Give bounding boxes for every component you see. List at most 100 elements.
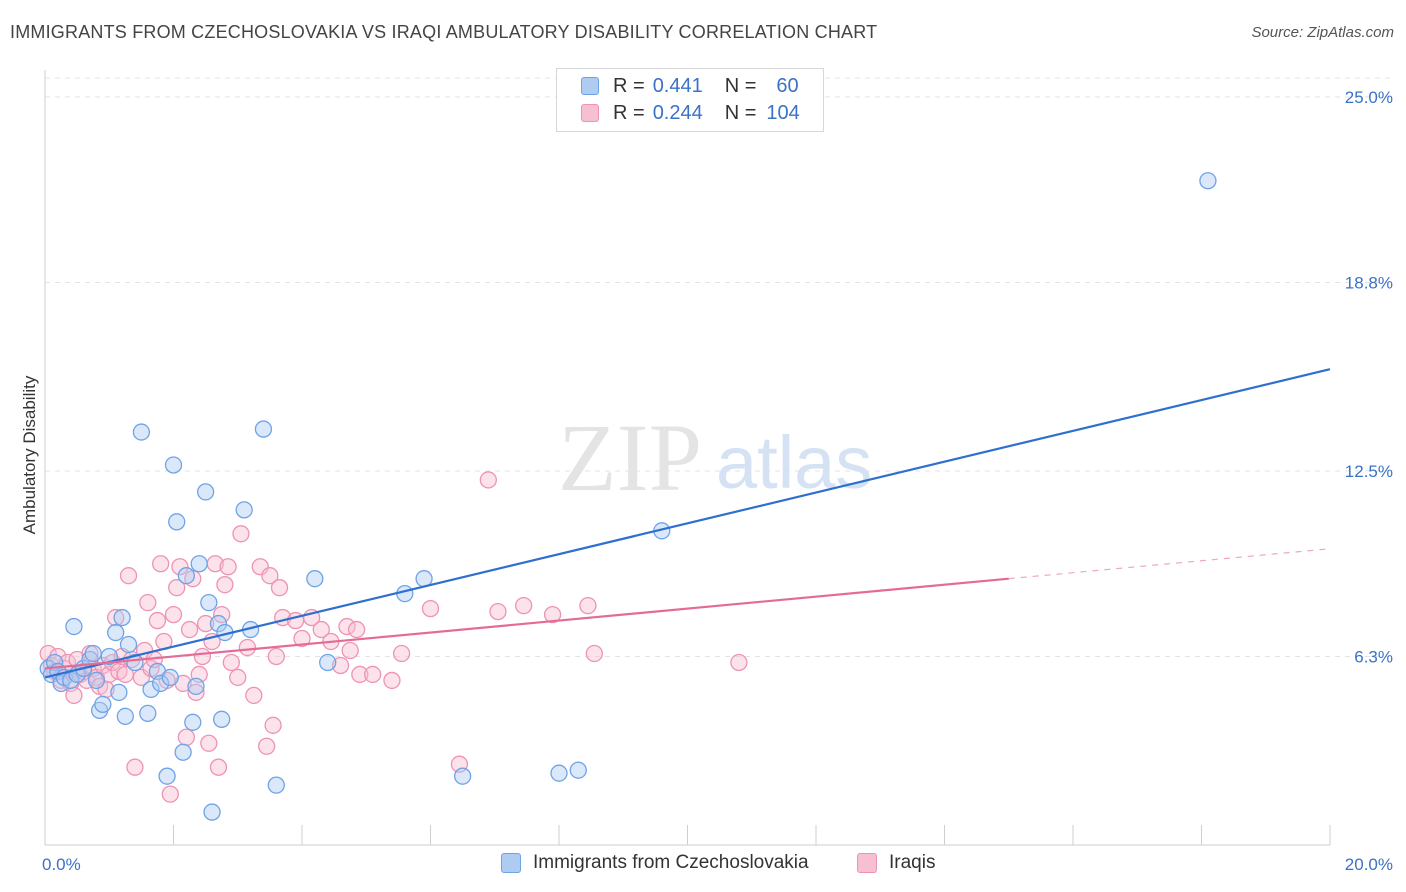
data-point (229, 668, 247, 687)
watermark-atlas: atlas (716, 421, 872, 504)
data-point (151, 674, 170, 693)
watermark-zip: ZIP (558, 404, 702, 511)
data-point (164, 456, 183, 474)
data-point (267, 776, 285, 794)
data-point (209, 758, 228, 776)
data-point (331, 656, 350, 675)
data-point (383, 671, 401, 690)
grid-lines (45, 77, 1395, 657)
data-point (216, 576, 234, 594)
y-tick-label: 18.8% (1345, 273, 1393, 292)
r-value: 0.244 (652, 101, 703, 124)
data-point (187, 683, 205, 702)
data-point (392, 644, 411, 663)
data-point (177, 567, 196, 585)
data-point (190, 555, 208, 573)
data-point (161, 785, 179, 803)
n-value: 104 (766, 101, 800, 124)
data-point (116, 707, 134, 725)
data-point (184, 713, 202, 731)
r-label: R = (613, 74, 645, 97)
data-point (119, 635, 138, 654)
data-point (142, 680, 160, 699)
data-point (579, 596, 597, 615)
data-point (126, 758, 144, 776)
data-point (267, 647, 285, 666)
data-point (132, 423, 151, 441)
tick-labels: 6.3% 12.5% 18.8% 25.0% 0.0% 20.0% (42, 88, 1393, 874)
watermark: ZIP atlas (558, 404, 872, 511)
legend-label: Iraqis (889, 852, 936, 873)
data-point (200, 593, 218, 612)
data-point (151, 555, 170, 573)
data-point (65, 686, 83, 705)
data-point (293, 629, 311, 648)
data-point (232, 525, 250, 543)
data-point (1199, 172, 1217, 190)
data-point (338, 617, 356, 636)
data-point (264, 716, 282, 734)
data-point (341, 641, 359, 660)
axes (44, 70, 1331, 846)
x-tick-label: 20.0% (1345, 855, 1393, 874)
series-legend: Immigrants from Czechoslovakia Iraqis (0, 852, 1406, 878)
data-point (139, 593, 157, 612)
data-point (238, 638, 257, 657)
iraqis-points (39, 471, 748, 803)
r-label: R = (613, 101, 645, 124)
pink-swatch-icon (581, 104, 599, 122)
n-label: N = (724, 74, 757, 97)
data-point (550, 764, 568, 782)
data-point (87, 671, 106, 690)
blue-swatch-icon (501, 853, 521, 873)
data-point (364, 665, 382, 684)
data-point (174, 743, 192, 761)
data-point (196, 614, 215, 633)
data-point (479, 471, 497, 489)
data-point (270, 579, 289, 597)
data-point (306, 570, 324, 588)
data-point (200, 734, 218, 752)
data-point (148, 611, 167, 630)
data-point (177, 728, 196, 746)
data-point (158, 767, 176, 785)
x-tick-label: 0.0% (42, 855, 81, 874)
trend-line-extension (1008, 548, 1331, 580)
data-point (161, 668, 179, 687)
pink-swatch-icon (857, 853, 877, 873)
data-point (261, 567, 279, 585)
data-point (119, 567, 138, 585)
legend-label: Immigrants from Czechoslovakia (533, 852, 809, 873)
data-point (219, 558, 237, 576)
data-point (107, 608, 125, 627)
blue-swatch-icon (581, 77, 599, 95)
stats-row-czechoslovakia: R = 0.441 N = 60 (581, 73, 799, 99)
data-point (213, 710, 231, 728)
y-tick-label: 12.5% (1345, 462, 1393, 481)
data-point (171, 558, 189, 576)
data-point (351, 665, 369, 684)
data-point (515, 596, 533, 615)
y-tick-label: 6.3% (1354, 647, 1393, 666)
legend-item-czechoslovakia: Immigrants from Czechoslovakia (501, 852, 809, 874)
data-point (585, 644, 603, 663)
data-point (312, 620, 330, 639)
trend-line (44, 577, 1009, 670)
data-point (139, 704, 157, 722)
chart-title: IMMIGRANTS FROM CZECHOSLOVAKIA VS IRAQI … (10, 22, 878, 42)
data-point (543, 605, 562, 624)
data-point (62, 671, 80, 690)
data-point (187, 677, 205, 696)
data-point (453, 767, 472, 785)
data-point (319, 653, 337, 672)
data-point (84, 644, 102, 663)
r-value: 0.441 (652, 74, 703, 97)
n-value: 60 (776, 74, 799, 97)
data-point (164, 605, 183, 624)
data-point (258, 737, 276, 755)
stats-legend: R = 0.441 N = 60 R = 0.244 N = 104 (556, 68, 824, 132)
data-point (180, 620, 199, 639)
data-point (347, 620, 366, 639)
trend-lines (44, 368, 1331, 679)
